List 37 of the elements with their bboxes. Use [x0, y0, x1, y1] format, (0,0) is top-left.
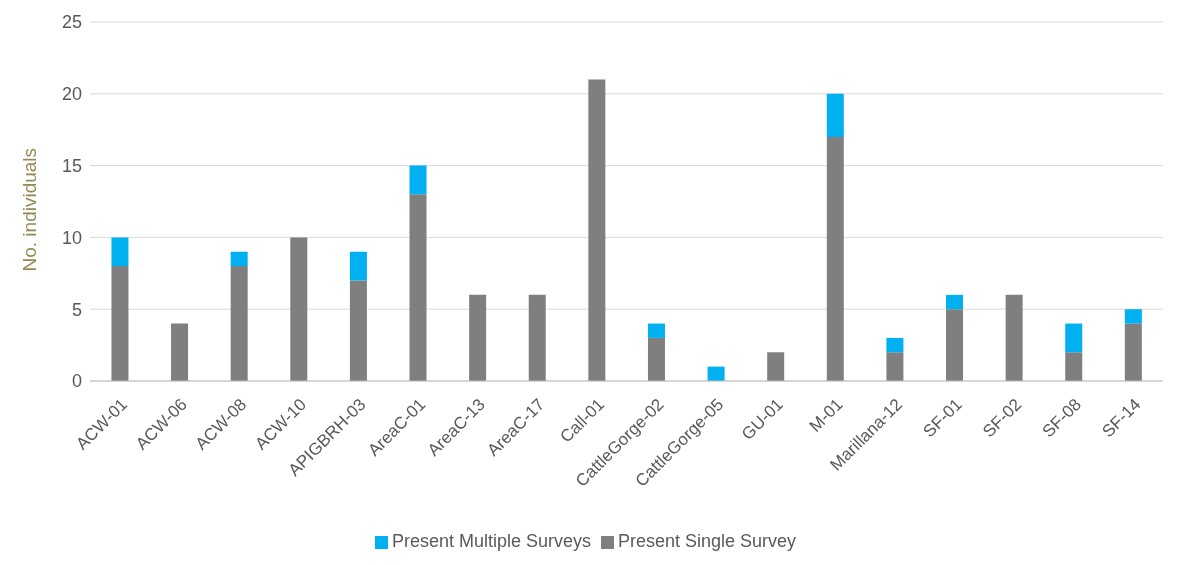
bar: [111, 237, 129, 267]
y-tick-label: 25: [61, 12, 82, 33]
y-tick-label: 15: [61, 155, 82, 176]
bar: [707, 366, 725, 381]
bar: [349, 280, 367, 381]
y-tick-label: 10: [61, 227, 82, 248]
bar: [767, 352, 785, 381]
bar: [886, 352, 904, 381]
legend-label: Present Multiple Surveys: [391, 531, 591, 551]
y-tick-label: 0: [71, 371, 82, 392]
bar: [826, 93, 844, 137]
bar: [647, 337, 665, 381]
bar: [946, 294, 964, 310]
bar: [1065, 352, 1083, 381]
bar: [349, 251, 367, 281]
bar: [826, 136, 844, 381]
bar: [409, 194, 427, 381]
bar: [528, 294, 546, 381]
bar: [290, 237, 308, 381]
bar: [1065, 323, 1083, 353]
bar: [588, 79, 606, 381]
bar: [946, 309, 964, 381]
bar: [111, 266, 129, 381]
bar: [409, 165, 427, 195]
y-tick-label: 20: [61, 84, 82, 105]
y-axis-title: No. individuals: [18, 147, 40, 272]
bar: [647, 323, 665, 338]
bar: [1124, 309, 1142, 324]
bar: [1005, 294, 1023, 381]
bar: [886, 337, 904, 353]
bar: [230, 251, 248, 267]
bar: [230, 266, 248, 381]
bar: [1124, 323, 1142, 381]
bar: [171, 323, 189, 381]
bar: [469, 294, 487, 381]
legend-label: Present Single Survey: [618, 531, 797, 551]
y-tick-label: 5: [71, 299, 82, 320]
